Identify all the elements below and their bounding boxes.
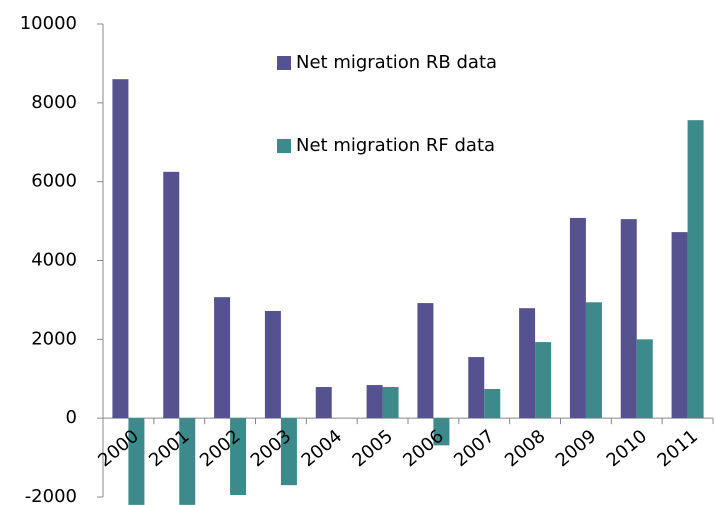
- bar: [179, 418, 196, 505]
- x-tick-label: 2009: [552, 426, 601, 472]
- x-tick-label: 2007: [450, 426, 499, 472]
- y-tick-label: 0: [66, 407, 77, 428]
- bar: [636, 339, 653, 419]
- y-tick-label: 8000: [31, 92, 77, 113]
- bar: [280, 418, 297, 486]
- bar: [620, 219, 637, 419]
- bar: [687, 120, 704, 419]
- y-tick-label: 10000: [20, 13, 77, 34]
- bar: [433, 418, 450, 446]
- legend-label: Net migration RF data: [296, 135, 495, 156]
- bar: [671, 232, 688, 419]
- bar: [382, 387, 399, 419]
- y-tick-label: 4000: [31, 250, 77, 271]
- x-tick-label: 2004: [298, 426, 347, 472]
- bar: [535, 342, 552, 419]
- bar: [366, 385, 383, 419]
- bar: [264, 310, 281, 419]
- y-tick-label: 6000: [31, 171, 77, 192]
- legend-label: Net migration RB data: [296, 52, 497, 73]
- bar: [569, 217, 586, 419]
- bar: [417, 303, 434, 419]
- x-tick-label: 2010: [603, 426, 652, 472]
- bar: [214, 297, 231, 419]
- x-tick-label: 2005: [348, 426, 397, 472]
- x-tick-label: 2011: [653, 426, 702, 472]
- bar: [315, 387, 332, 419]
- bar: [128, 418, 145, 505]
- bar: [519, 308, 536, 419]
- legend-swatch: [277, 56, 291, 70]
- y-tick-label: 2000: [31, 328, 77, 349]
- y-tick-label: -2000: [25, 486, 77, 505]
- bar: [585, 302, 602, 419]
- bar: [112, 79, 129, 419]
- bar: [163, 171, 180, 419]
- bar: [484, 388, 501, 419]
- bar: [230, 418, 247, 496]
- legend-swatch: [277, 139, 291, 153]
- x-tick-label: 2008: [501, 426, 550, 472]
- bar: [468, 357, 485, 419]
